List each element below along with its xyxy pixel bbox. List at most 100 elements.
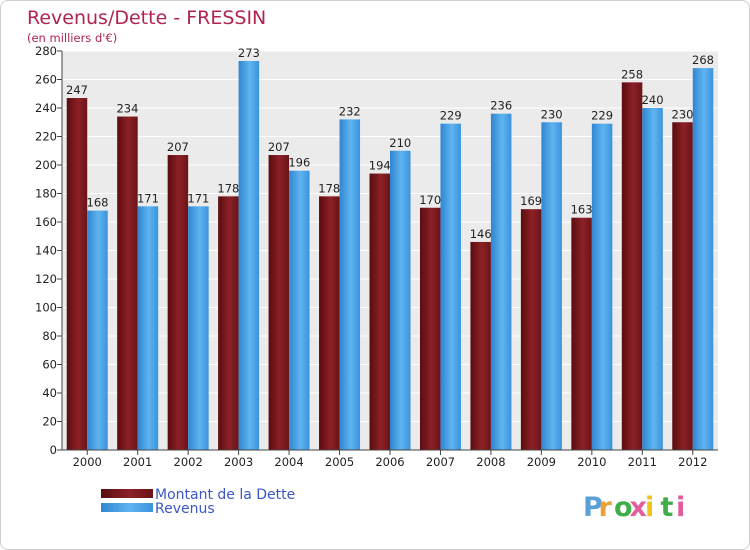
bar-revenus [137, 206, 159, 450]
y-tick-label: 80 [42, 329, 57, 343]
y-tick-label: 120 [35, 272, 57, 286]
logo-letter: P [583, 492, 603, 523]
data-label-debt: 230 [672, 107, 694, 121]
bar-debt [319, 196, 340, 450]
logo-letter: x [630, 492, 647, 523]
data-label-revenus: 168 [87, 196, 109, 210]
data-label-debt: 247 [66, 83, 88, 97]
bar-debt [470, 241, 491, 450]
data-label-debt: 170 [419, 193, 441, 207]
data-label-debt: 258 [621, 67, 643, 81]
data-label-debt: 146 [470, 227, 492, 241]
y-tick-label: 180 [35, 187, 57, 201]
data-label-debt: 169 [520, 194, 542, 208]
data-labels: 247 168 234 171 207 171 178 273 207 196 178 232 194 2… [66, 46, 714, 241]
y-tick-label: 140 [35, 244, 57, 258]
bar-revenus [188, 206, 209, 450]
data-label-debt: 178 [318, 181, 340, 195]
data-label-revenus: 229 [440, 109, 462, 123]
bar-revenus [339, 119, 361, 451]
data-label-revenus: 229 [591, 109, 613, 123]
bar-revenus [692, 68, 714, 450]
bar-debt [621, 82, 643, 450]
data-label-revenus: 210 [389, 136, 411, 150]
x-tick-label: 2002 [174, 455, 203, 469]
x-tick-label: 2001 [123, 455, 152, 469]
data-label-revenus: 171 [137, 191, 159, 205]
bar-debt [218, 196, 239, 450]
bar-debt [672, 122, 693, 450]
data-label-revenus: 230 [541, 107, 563, 121]
chart-title: Revenus/Dette - FRESSIN [27, 7, 266, 29]
data-label-debt: 207 [167, 140, 189, 154]
data-label-revenus: 240 [642, 93, 664, 107]
y-tick-label: 200 [35, 158, 57, 172]
x-tick-label: 2009 [527, 455, 556, 469]
x-tick-label: 2012 [678, 455, 707, 469]
y-tick-label: 20 [42, 415, 57, 429]
bar-revenus [289, 170, 310, 450]
data-label-revenus: 232 [339, 104, 361, 118]
bar-debt [167, 155, 189, 450]
data-label-debt: 234 [116, 102, 138, 116]
y-tick-label: 100 [35, 301, 57, 315]
bar-debt [66, 98, 88, 451]
legend-label-debt: Montant de la Dette [155, 487, 295, 503]
y-tick-label: 260 [35, 73, 57, 87]
data-label-revenus: 236 [490, 99, 512, 113]
x-tick-label: 2007 [426, 455, 455, 469]
x-tick-label: 2008 [476, 455, 505, 469]
logo-letter: i [645, 492, 654, 523]
y-tick-label: 0 [50, 443, 57, 457]
bar-debt [520, 209, 542, 450]
proxiti-logo: Pr oxi t i [583, 492, 685, 523]
data-label-revenus: 196 [288, 156, 310, 170]
logo-letter: i [676, 492, 685, 523]
chart-subtitle: (en milliers d'€) [27, 31, 117, 45]
x-tick-label: 2003 [224, 455, 253, 469]
data-label-revenus: 273 [238, 46, 260, 60]
y-tick-label: 220 [35, 130, 57, 144]
legend-label-revenus: Revenus [155, 501, 215, 517]
data-label-debt: 207 [268, 140, 290, 154]
logo-letter: t [661, 492, 674, 523]
y-tick-label: 60 [42, 358, 57, 372]
logo-letter: r [599, 492, 613, 523]
y-tick-label: 40 [42, 386, 57, 400]
data-label-debt: 194 [369, 159, 391, 173]
bar-revenus [490, 113, 512, 450]
bar-revenus [591, 123, 613, 451]
data-label-revenus: 268 [692, 53, 714, 67]
y-tick-label: 280 [35, 44, 57, 58]
y-tick-label: 240 [35, 101, 57, 115]
bar-debt [117, 116, 138, 451]
bar-revenus [642, 108, 663, 450]
logo-letter: o [614, 492, 633, 523]
bar-debt [369, 173, 390, 451]
bars [66, 60, 714, 451]
y-axis: 0 20 40 60 80 100 120 140 160 180 200 220 240 260 280 [35, 44, 63, 457]
legend-swatch-revenus [101, 503, 153, 512]
bar-revenus [541, 122, 562, 450]
legend-swatch-debt [101, 489, 153, 498]
bar-revenus [238, 60, 260, 450]
x-tick-label: 2004 [274, 455, 303, 469]
bar-debt [571, 217, 592, 450]
x-tick-label: 2006 [375, 455, 404, 469]
x-tick-label: 2005 [325, 455, 354, 469]
x-axis: 2000 2001 2002 2003 2004 2005 2006 2007 2008 2009… [62, 449, 718, 469]
x-tick-label: 2000 [73, 455, 102, 469]
bar-debt [419, 207, 441, 450]
x-tick-label: 2011 [628, 455, 657, 469]
x-tick-label: 2010 [577, 455, 606, 469]
data-label-debt: 178 [217, 181, 239, 195]
bar-revenus [87, 210, 108, 450]
data-label-debt: 163 [571, 203, 593, 217]
y-tick-label: 160 [35, 215, 57, 229]
data-label-revenus: 171 [187, 191, 209, 205]
bar-revenus [390, 150, 411, 450]
bar-debt [268, 155, 290, 450]
legend: Montant de la Dette Revenus [101, 487, 295, 517]
bar-revenus [440, 123, 461, 451]
